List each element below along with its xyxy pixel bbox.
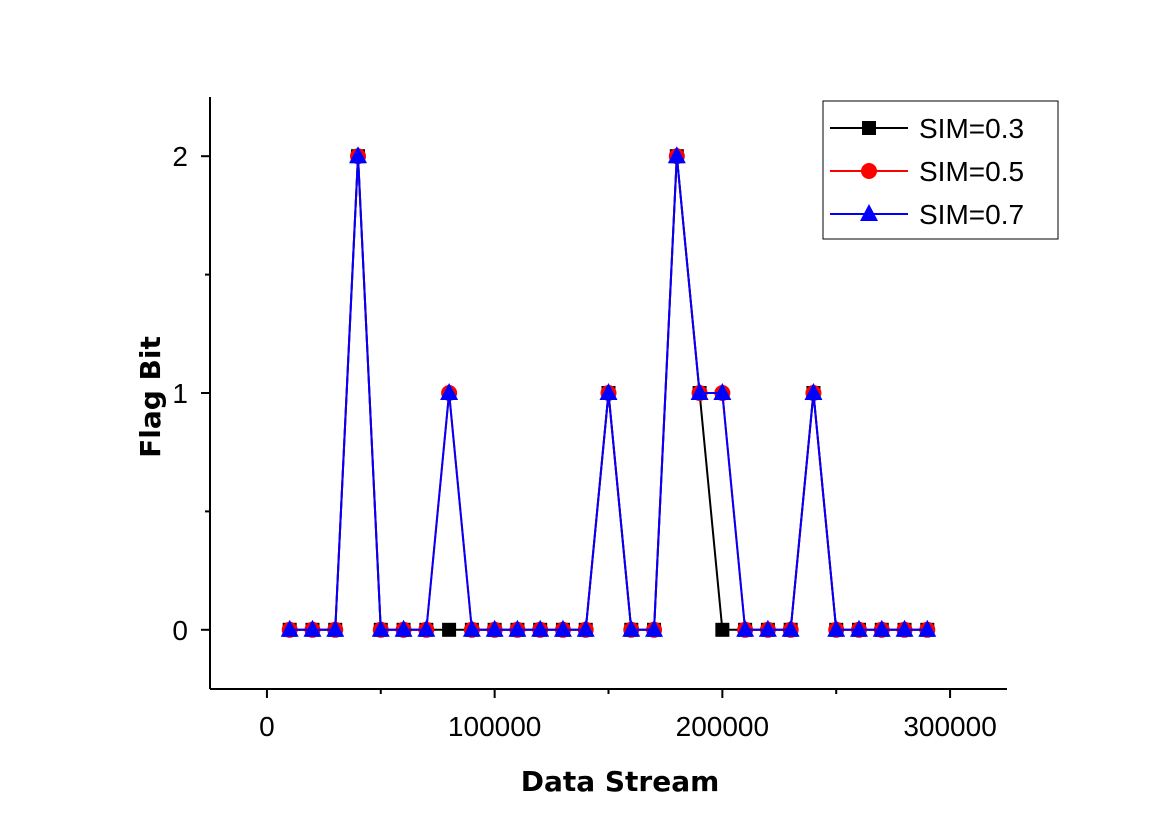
data-point <box>715 622 730 637</box>
data-point <box>804 383 823 400</box>
data-point <box>576 619 595 637</box>
legend-label: SIM=0.5 <box>919 156 1024 187</box>
data-point <box>349 146 368 164</box>
data-point <box>462 619 481 637</box>
data-point <box>553 619 572 637</box>
data-point <box>280 619 299 637</box>
legend-label: SIM=0.7 <box>919 199 1024 230</box>
legend-marker <box>860 204 878 221</box>
legend-label: SIM=0.3 <box>919 113 1024 144</box>
data-point <box>781 619 800 637</box>
y-tick-label: 1 <box>172 378 188 409</box>
data-point <box>622 619 641 637</box>
legend-marker <box>862 121 876 135</box>
x-tick-label: 200000 <box>676 711 769 742</box>
series-triangle <box>280 146 937 637</box>
data-point <box>508 619 527 637</box>
data-point <box>895 619 914 637</box>
legend-marker <box>861 163 877 179</box>
legend: SIM=0.3 SIM=0.5 SIM=0.7 <box>822 100 1059 240</box>
data-point <box>645 619 664 637</box>
data-point <box>394 619 413 637</box>
data-point <box>485 619 504 637</box>
x-tick-label: 300000 <box>903 711 996 742</box>
data-point <box>371 619 390 637</box>
data-point <box>736 619 755 637</box>
data-point <box>442 622 457 637</box>
data-point <box>872 619 891 637</box>
data-point <box>827 619 846 637</box>
data-point <box>599 383 618 400</box>
axes: 0 1 2 0 100000 200000 300000 <box>172 97 1007 742</box>
y-tick-label: 2 <box>172 141 188 172</box>
data-point <box>440 383 459 400</box>
data-point <box>713 383 732 400</box>
x-axis-title: Data Stream <box>521 765 720 798</box>
data-point <box>531 619 550 637</box>
data-point <box>417 619 436 637</box>
y-axis-title: Flag Bit <box>134 336 167 458</box>
series-group <box>280 146 937 638</box>
x-tick-label: 0 <box>259 711 275 742</box>
data-point <box>918 619 937 637</box>
data-point <box>849 619 868 637</box>
data-point <box>690 383 709 400</box>
data-point <box>667 146 686 164</box>
data-point <box>326 619 345 637</box>
y-tick-label: 0 <box>172 615 188 646</box>
x-tick-label: 100000 <box>448 711 541 742</box>
data-point <box>758 619 777 637</box>
data-point <box>303 619 322 637</box>
